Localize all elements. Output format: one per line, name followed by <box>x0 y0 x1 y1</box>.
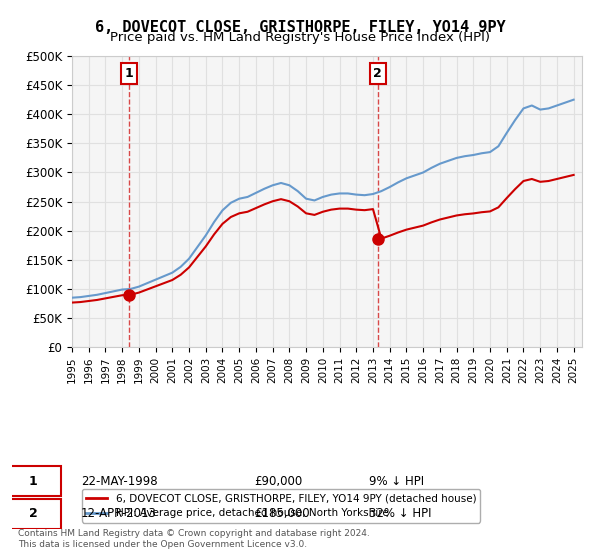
FancyBboxPatch shape <box>6 498 61 529</box>
Text: £185,000: £185,000 <box>254 507 310 520</box>
Text: 32% ↓ HPI: 32% ↓ HPI <box>369 507 431 520</box>
Text: 9% ↓ HPI: 9% ↓ HPI <box>369 475 424 488</box>
FancyBboxPatch shape <box>6 466 61 496</box>
Text: 6, DOVECOT CLOSE, GRISTHORPE, FILEY, YO14 9PY: 6, DOVECOT CLOSE, GRISTHORPE, FILEY, YO1… <box>95 20 505 35</box>
Text: Price paid vs. HM Land Registry's House Price Index (HPI): Price paid vs. HM Land Registry's House … <box>110 31 490 44</box>
Text: 12-APR-2013: 12-APR-2013 <box>81 507 157 520</box>
Text: 2: 2 <box>29 507 38 520</box>
Legend: 6, DOVECOT CLOSE, GRISTHORPE, FILEY, YO14 9PY (detached house), HPI: Average pri: 6, DOVECOT CLOSE, GRISTHORPE, FILEY, YO1… <box>82 489 481 522</box>
Text: £90,000: £90,000 <box>254 475 302 488</box>
Text: 1: 1 <box>125 67 134 80</box>
Text: 1: 1 <box>29 475 38 488</box>
Text: 22-MAY-1998: 22-MAY-1998 <box>81 475 158 488</box>
Text: Contains HM Land Registry data © Crown copyright and database right 2024.
This d: Contains HM Land Registry data © Crown c… <box>18 529 370 549</box>
Text: 2: 2 <box>373 67 382 80</box>
